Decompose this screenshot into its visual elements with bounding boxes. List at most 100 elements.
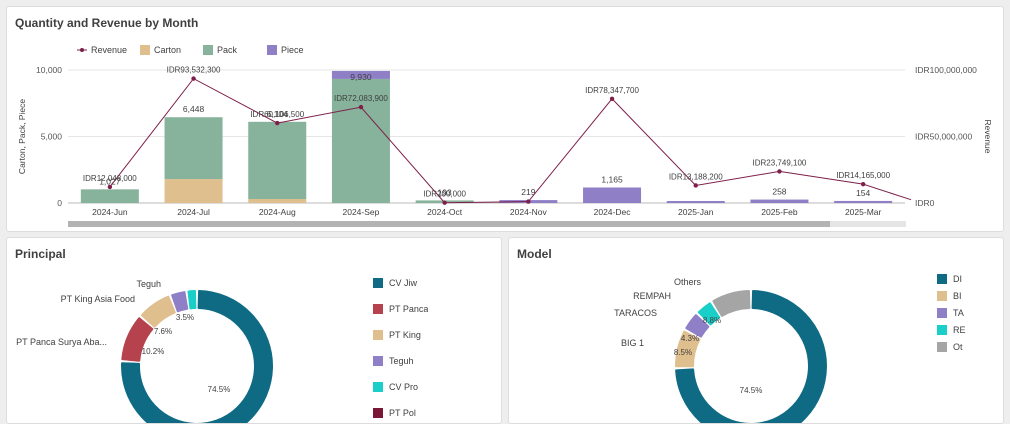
bar-pack [248,121,307,200]
revenue-point [860,181,866,187]
revenue-point [358,104,364,110]
slice-percent-label: 4.3% [681,334,699,343]
bar-pack [80,189,139,203]
donut-slice [171,291,189,313]
legend-swatch [140,45,150,55]
model-legend-swatch [937,325,947,335]
model-legend-item[interactable]: DI [937,274,997,290]
model-title: Model [517,247,552,261]
bar-total-label: 9,930 [350,72,372,82]
slice-callout-label: Others [674,277,702,287]
principal-legend-label: CV Jiw [389,278,418,288]
scrollbar-thumb[interactable] [68,221,830,227]
revenue-point [777,169,782,174]
principal-card: Principal PT Panca Surya Aba... PT King A… [6,237,502,424]
revenue-point [442,200,447,205]
model-legend-swatch [937,342,947,352]
bar-piece [750,199,809,203]
y-tick-label: 10,000 [36,65,62,75]
slice-callout-label: BIG 1 [621,338,644,348]
revenue-data-label: IDR12,048,000 [83,174,137,183]
bar-total-label: 258 [772,187,786,197]
revenue-data-label: IDR200,000 [423,190,466,199]
principal-legend-item[interactable]: CV Pro [373,382,493,398]
x-tick-label: 2024-Jun [92,207,128,217]
x-tick-label: 2025-Mar [845,207,882,217]
slice-callout-label: PT King Asia Food [61,294,135,304]
x-tick-label: 2025-Jan [678,207,714,217]
legend-item-piece: Piece [267,45,304,55]
y2-axis-label: Revenue [983,119,993,153]
donut-slice [685,314,710,338]
bar-total-label: 154 [856,188,870,198]
bar-piece [834,200,893,203]
combo-chart-card: Quantity and Revenue by Month Revenue Car… [6,6,1004,232]
principal-legend-swatch [373,330,383,340]
principal-legend-label: PT Panca [389,304,429,314]
legend-item-carton: Carton [140,45,181,55]
revenue-data-label: IDR13,188,200 [669,172,723,181]
slice-percent-label: 8.5% [674,348,692,357]
slice-callout-label: TARACOS [614,308,657,318]
x-tick-label: 2025-Feb [761,207,798,217]
combo-chart[interactable]: Revenue Carton Pack Piece 0 5,000 10,000 IDR0 ID… [7,7,1003,231]
revenue-data-label: IDR14,165,000 [836,171,890,180]
y-axis-label: Carton, Pack, Piece [17,99,27,174]
legend-item-revenue: Revenue [77,45,127,55]
principal-legend-item[interactable]: Teguh [373,356,493,372]
revenue-point [609,96,615,101]
principal-legend-item[interactable]: CV Jiw [373,278,493,294]
principal-legend: CV Jiw PT Panca PT King Teguh CV Pro PT Pol [373,278,493,423]
legend-swatch [267,45,277,55]
principal-legend-item[interactable]: PT Panca [373,304,493,320]
legend-swatch [203,45,213,55]
model-legend-item[interactable]: Ot [937,342,997,358]
x-tick-label: 2024-Sep [343,207,380,217]
slice-callout-label: Teguh [136,279,161,289]
model-legend-swatch [937,291,947,301]
principal-legend-label: PT King [389,330,421,340]
revenue-data-label: IDR72,083,900 [334,94,388,103]
combo-chart-title: Quantity and Revenue by Month [15,16,199,30]
bar-total-label: 6,448 [183,104,205,114]
x-tick-label: 2024-Nov [510,207,548,217]
x-tick-label: 2024-Jul [177,207,210,217]
y2-tick-label: IDR50,000,000 [915,132,972,142]
principal-legend-swatch [373,304,383,314]
model-legend-item[interactable]: TA [937,308,997,324]
bar-total-label: 193 [438,187,452,197]
principal-legend-item[interactable]: PT King [373,330,493,346]
slice-callout-label: REMPAH [633,291,671,301]
x-tick-label: 2024-Oct [427,207,463,217]
model-legend-item[interactable]: RE [937,325,997,341]
bar-piece [331,70,390,79]
model-legend-label: TA [953,308,964,318]
principal-donut-chart[interactable]: PT Panca Surya Aba... PT King Asia FoodTe… [7,238,367,423]
revenue-data-label: IDR93,532,300 [167,66,221,75]
bar-total-label: 219 [521,187,535,197]
bar-pack [331,78,390,203]
model-legend-label: BI [953,291,962,301]
revenue-data-label: IDR60,106,500 [250,110,304,119]
principal-legend-swatch [373,382,383,392]
principal-legend-label: PT Pol [389,408,416,418]
y-tick-label: 5,000 [41,132,63,142]
model-legend-swatch [937,308,947,318]
bar-piece [666,201,725,203]
donut-slice [712,290,751,317]
principal-legend-swatch [373,278,383,288]
revenue-point [107,184,113,190]
bar-piece [583,187,642,203]
y2-tick-label: IDR100,000,000 [915,65,977,75]
slice-percent-label: 8.8% [703,316,721,325]
bar-pack [164,117,223,180]
donut-slice [675,330,701,368]
model-legend-swatch [937,274,947,284]
principal-legend-swatch [373,356,383,366]
bar-carton [248,199,307,203]
principal-legend-item[interactable]: PT Pol [373,408,493,423]
donut-slice [697,302,721,326]
principal-legend-label: Teguh [389,356,414,366]
model-legend-item[interactable]: BI [937,291,997,307]
